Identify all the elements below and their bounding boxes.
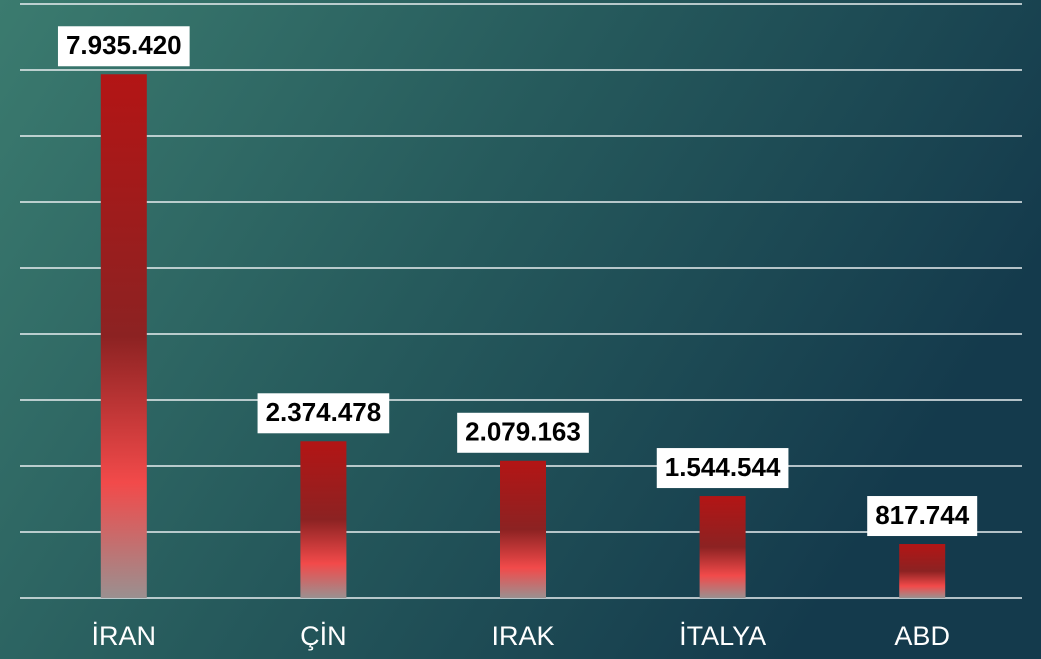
x-tick-label: İTALYA	[679, 620, 766, 651]
value-label: 2.079.163	[465, 417, 581, 447]
value-label-box	[257, 393, 390, 434]
bar	[300, 441, 347, 598]
x-tick-label: IRAK	[491, 621, 554, 651]
bar	[100, 74, 147, 599]
bar	[899, 544, 946, 598]
value-label: 817.744	[875, 500, 970, 530]
bar	[500, 460, 546, 598]
x-tick-label: ÇİN	[300, 620, 347, 651]
value-label-box	[656, 448, 789, 489]
bar	[699, 496, 746, 598]
value-label-box	[57, 26, 190, 67]
x-tick-label: ABD	[894, 621, 950, 651]
x-tick-label: İRAN	[92, 620, 157, 651]
value-label: 1.544.544	[665, 452, 781, 482]
value-label-box	[457, 412, 589, 453]
value-label-box	[867, 496, 978, 537]
value-label: 7.935.420	[66, 30, 182, 60]
value-label: 2.374.478	[266, 397, 382, 427]
